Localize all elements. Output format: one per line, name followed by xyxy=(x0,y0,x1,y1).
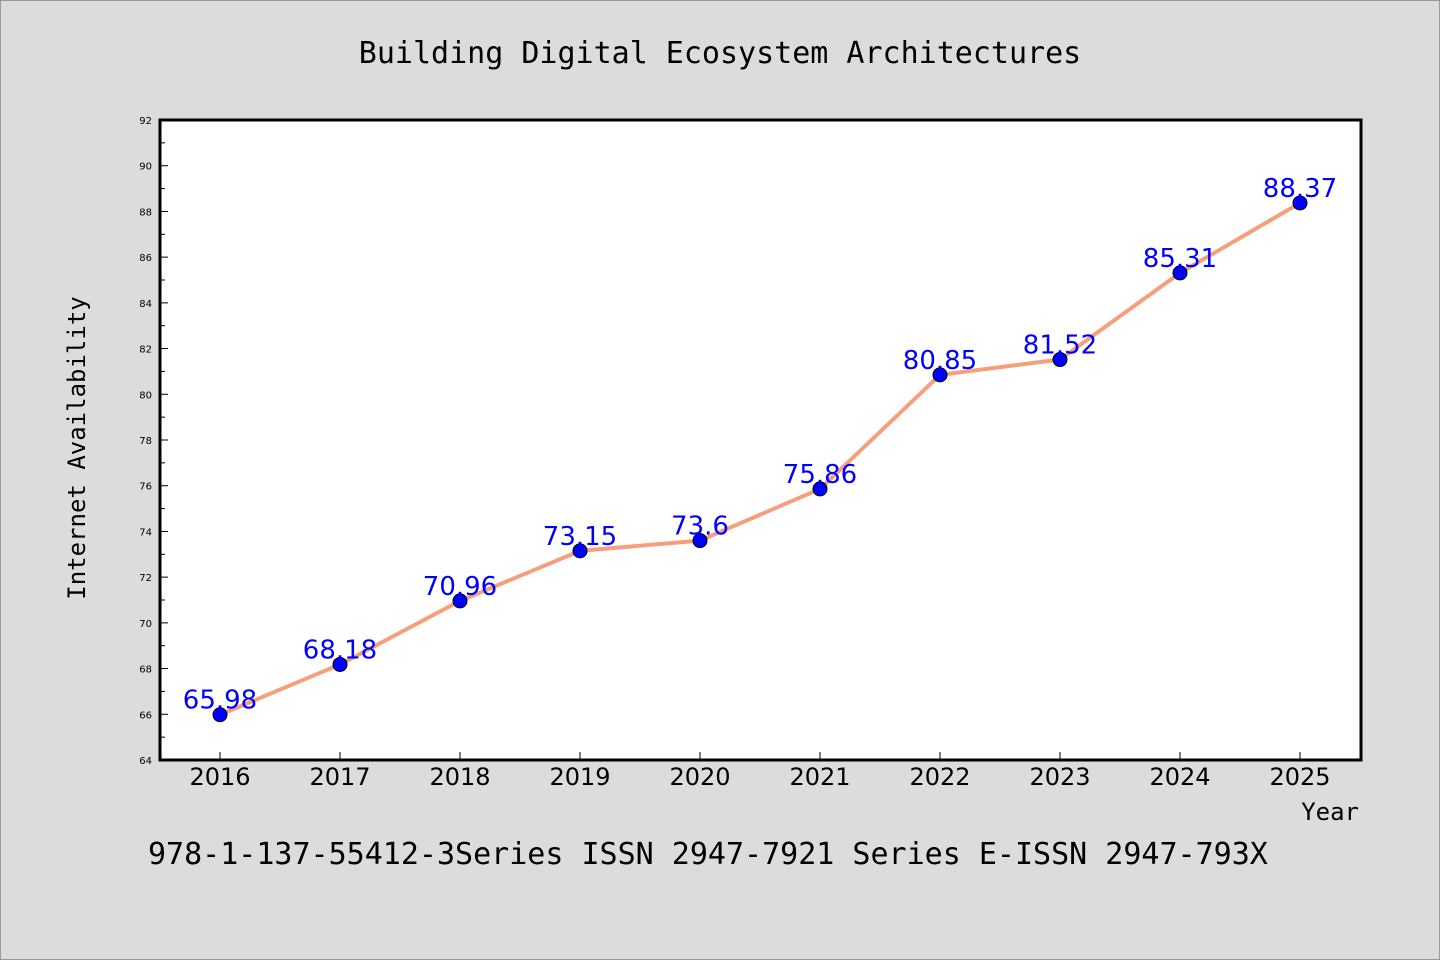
data-label: 80.85 xyxy=(903,346,977,376)
data-markers xyxy=(212,195,1308,723)
y-tick-label: 78 xyxy=(139,436,152,447)
y-tick-label: 82 xyxy=(139,345,152,356)
y-tick-label: 92 xyxy=(139,116,152,127)
data-point xyxy=(1292,195,1308,211)
data-label: 73.6 xyxy=(671,512,729,542)
x-axis-label: Year xyxy=(1301,798,1359,826)
y-tick-label: 84 xyxy=(139,299,152,310)
data-point xyxy=(452,593,468,609)
plot-frame xyxy=(158,118,1363,762)
x-tick-label: 2025 xyxy=(1269,763,1330,791)
data-label: 73.15 xyxy=(543,522,617,552)
data-label: 70.96 xyxy=(423,572,497,602)
data-point xyxy=(932,367,948,383)
x-tick-label: 2016 xyxy=(189,763,250,791)
data-point xyxy=(692,533,708,549)
x-tick-label: 2019 xyxy=(549,763,610,791)
data-label: 81.52 xyxy=(1023,331,1097,361)
x-tick-label: 2024 xyxy=(1149,763,1210,791)
y-tick-label: 70 xyxy=(139,619,152,630)
data-label: 65.98 xyxy=(183,686,257,716)
y-tick-label: 86 xyxy=(139,253,152,264)
data-point xyxy=(572,543,588,559)
y-tick-label: 80 xyxy=(139,390,152,401)
data-point xyxy=(1172,265,1188,281)
x-tick-label: 2018 xyxy=(429,763,490,791)
data-point xyxy=(812,481,828,497)
x-tick-label: 2021 xyxy=(789,763,850,791)
x-axis-ticks: 2016 2017 2018 2019 2020 2021 2022 2023 2024 2025 xyxy=(189,752,1331,791)
series-line xyxy=(218,200,1302,717)
y-tick-label: 66 xyxy=(139,710,152,721)
data-label: 68.18 xyxy=(303,635,377,665)
y-tick-label: 74 xyxy=(139,527,152,538)
data-point xyxy=(212,707,228,723)
x-tick-label: 2023 xyxy=(1029,763,1090,791)
y-tick-label: 68 xyxy=(139,665,152,676)
x-tick-label: 2022 xyxy=(909,763,970,791)
data-point xyxy=(332,656,348,672)
data-label: 85.31 xyxy=(1143,244,1217,274)
x-tick-label: 2017 xyxy=(309,763,370,791)
y-axis-label: Internet Availability xyxy=(63,296,91,599)
footer-isbn-text: 978-1-137-55412-3Series ISSN 2947-7921 S… xyxy=(148,837,1268,872)
data-labels: 65.98 68.18 70.96 73.15 73.6 75.86 80.85 81.52 8… xyxy=(183,174,1337,716)
chart-title: Building Digital Ecosystem Architectures xyxy=(359,36,1081,71)
data-label: 88.37 xyxy=(1263,174,1337,204)
data-label: 75.86 xyxy=(783,460,857,490)
y-tick-label: 90 xyxy=(139,162,152,173)
data-point xyxy=(1052,352,1068,368)
y-tick-label: 72 xyxy=(139,573,152,584)
y-tick-label: 64 xyxy=(139,756,152,767)
y-tick-label: 88 xyxy=(139,207,152,218)
y-tick-label: 76 xyxy=(139,482,152,493)
x-tick-label: 2020 xyxy=(669,763,730,791)
